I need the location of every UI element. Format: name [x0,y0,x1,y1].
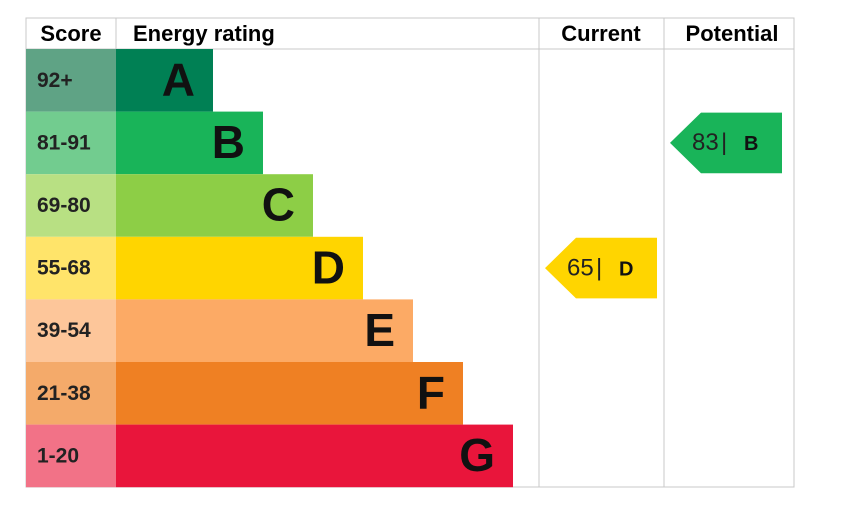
rating-letter: D [312,241,345,293]
rating-letter: F [417,366,445,418]
current-score: 65 [567,254,594,281]
rating-letter: C [262,179,295,231]
rating-bar [116,362,463,425]
score-label: 21-38 [37,382,91,405]
rating-letter: E [364,304,395,356]
header: Current [561,21,641,46]
score-label: 92+ [37,69,73,92]
score-label: 55-68 [37,257,91,280]
rating-letter: A [162,53,195,105]
potential-score: 83 [692,129,719,156]
score-cell [26,362,116,425]
score-label: 39-54 [37,319,91,342]
rating-bar [116,174,313,237]
score-cell [26,236,116,300]
current-rating: D [619,258,633,280]
score-cell [26,299,116,362]
current-arrow [545,237,657,299]
score-cell [26,424,116,488]
current-separator: | [596,254,602,281]
score-label: 69-80 [37,194,91,217]
score-cell [26,111,116,175]
score-label: 81-91 [37,131,91,154]
header: Potential [686,21,779,46]
score-label: 1-20 [37,444,79,467]
rating-letter: G [459,429,495,481]
rating-bar [116,424,513,488]
score-cell [26,174,116,237]
potential-separator: | [721,129,727,156]
rating-bar [116,49,213,112]
rating-bar [116,299,413,362]
header: Energy rating [133,21,275,46]
potential-rating: B [744,133,758,155]
rating-bar [116,111,263,175]
potential-arrow [670,112,782,174]
score-cell [26,49,116,112]
header: Score [40,21,101,46]
rating-letter: B [212,116,245,168]
rating-bar [116,236,363,300]
